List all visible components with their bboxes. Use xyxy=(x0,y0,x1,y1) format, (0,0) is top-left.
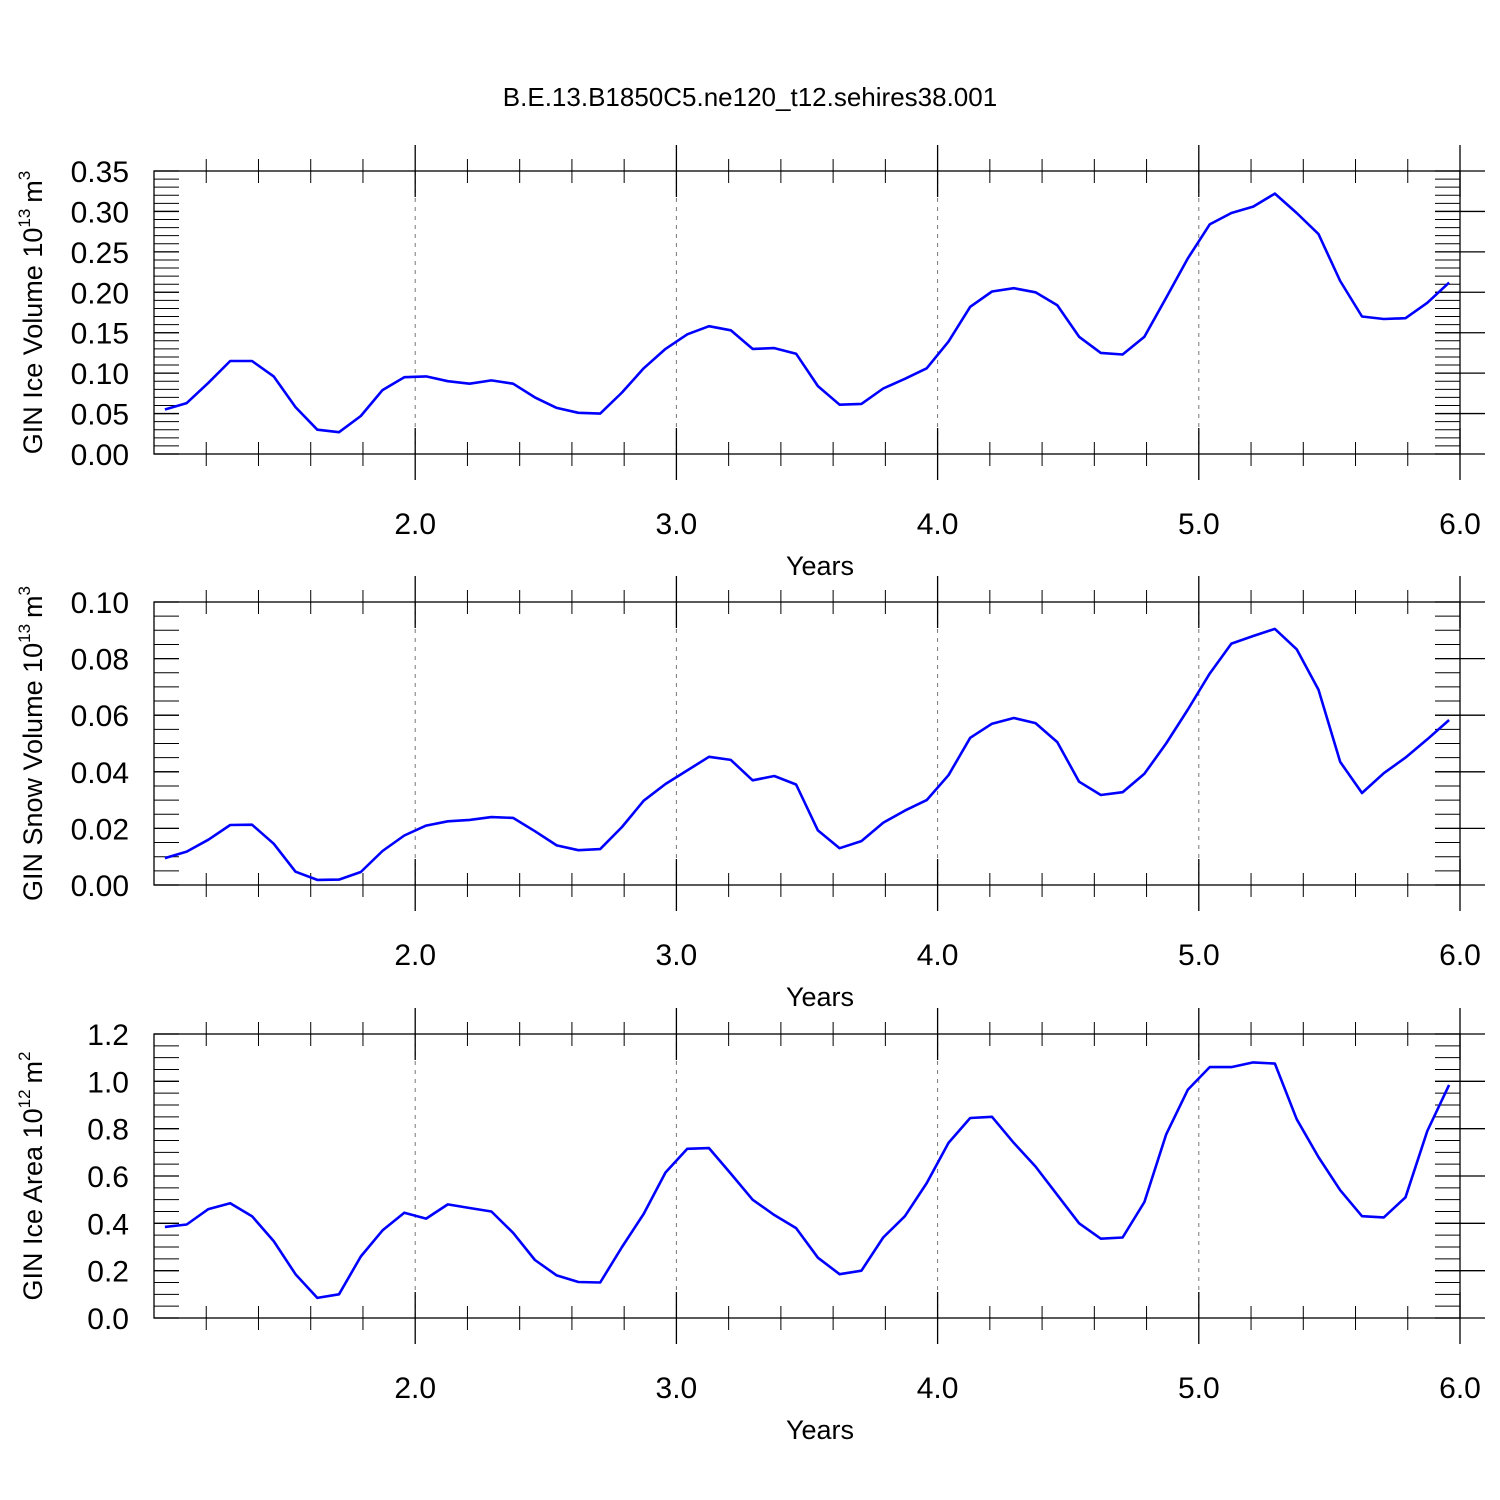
y-axis-title: GIN Ice Area 1012 m2 xyxy=(15,1051,48,1300)
x-tick-label: 4.0 xyxy=(917,939,959,972)
y-tick-label: 0.04 xyxy=(71,757,129,790)
y-axis-unit-exponent: 13 xyxy=(15,624,34,643)
x-tick-label: 4.0 xyxy=(917,508,959,541)
y-axis-unit-tail: m xyxy=(18,1061,48,1084)
x-tick-label: 5.0 xyxy=(1178,1372,1220,1405)
y-tick-label: 0.15 xyxy=(71,318,129,351)
y-tick-label: 0.20 xyxy=(71,277,129,310)
y-axis-unit-exponent: 13 xyxy=(15,209,34,228)
x-tick-label: 4.0 xyxy=(917,1372,959,1405)
y-tick-label: 0.06 xyxy=(71,700,129,733)
y-tick-label: 0.0 xyxy=(87,1303,129,1336)
series-line-snow-volume xyxy=(164,627,1450,882)
series-line-ice-volume xyxy=(164,192,1450,434)
panel-ice-area: 2.0 3.0 4.0 5.0 6.0 0.0 0.2 0.4 0.6 0.8 1.0 1.2 Year… xyxy=(15,1008,1485,1445)
y-tick-label: 0.02 xyxy=(71,813,129,846)
y-tick-label: 0.6 xyxy=(87,1161,129,1194)
y-tick-label: 0.8 xyxy=(87,1114,129,1147)
y-tick-label: 0.10 xyxy=(71,587,129,620)
x-tick-label: 3.0 xyxy=(656,508,698,541)
y-tick-label: 0.4 xyxy=(87,1208,129,1241)
x-tick-label: 5.0 xyxy=(1178,508,1220,541)
y-axis-unit-tail-exponent: 3 xyxy=(15,586,34,595)
y-axis-unit-tail-exponent: 3 xyxy=(15,171,34,180)
y-tick-label: 0.35 xyxy=(71,156,129,189)
y-axis-unit-exponent: 12 xyxy=(15,1089,34,1108)
x-tick-label: 6.0 xyxy=(1439,1372,1481,1405)
y-axis-title: GIN Ice Volume 1013 m3 xyxy=(15,171,48,455)
plot-frame xyxy=(153,170,1461,455)
y-tick-label: 0.05 xyxy=(71,399,129,432)
y-axis-unit-base: 10 xyxy=(18,643,48,673)
x-axis-title: Years xyxy=(786,551,854,581)
plot-frame xyxy=(153,601,1461,886)
y-tick-label: 1.2 xyxy=(87,1019,129,1052)
y-axis-label: GIN Snow Volume xyxy=(18,673,48,901)
series-line-ice-area xyxy=(164,1061,1451,1300)
x-axis-title: Years xyxy=(786,982,854,1012)
y-axis-unit-tail-exponent: 2 xyxy=(15,1051,34,1060)
panel-ice-volume: 2.0 3.0 4.0 5.0 6.0 0.00 0.05 0.10 0.15 0.20 0.25 0… xyxy=(15,145,1485,581)
x-axis-title: Years xyxy=(786,1415,854,1445)
y-tick-label: 0.2 xyxy=(87,1256,129,1289)
y-tick-label: 0.25 xyxy=(71,237,129,270)
x-tick-label: 6.0 xyxy=(1439,508,1481,541)
y-tick-label: 0.00 xyxy=(71,870,129,903)
panel-snow-volume: 2.0 3.0 4.0 5.0 6.0 0.00 0.02 0.04 0.06 0.08 0.10 Y… xyxy=(15,576,1485,1012)
x-tick-label: 6.0 xyxy=(1439,939,1481,972)
x-tick-label: 5.0 xyxy=(1178,939,1220,972)
y-axis-title: GIN Snow Volume 1013 m3 xyxy=(15,586,48,901)
y-tick-label: 1.0 xyxy=(87,1066,129,1099)
y-axis-unit-base: 10 xyxy=(18,1108,48,1138)
y-axis-label: GIN Ice Volume xyxy=(18,258,48,455)
x-tick-label: 2.0 xyxy=(394,508,436,541)
y-axis-unit-tail: m xyxy=(18,180,48,203)
x-tick-label: 3.0 xyxy=(656,939,698,972)
y-axis-unit-tail: m xyxy=(18,595,48,618)
y-tick-label: 0.08 xyxy=(71,644,129,677)
figure-title: B.E.13.B1850C5.ne120_t12.sehires38.001 xyxy=(503,82,997,112)
x-tick-label: 3.0 xyxy=(656,1372,698,1405)
y-axis-unit-base: 10 xyxy=(18,228,48,258)
y-axis-label: GIN Ice Area xyxy=(18,1138,48,1300)
y-tick-label: 0.10 xyxy=(71,358,129,391)
plot-frame xyxy=(153,1033,1461,1319)
x-tick-label: 2.0 xyxy=(394,1372,436,1405)
x-tick-label: 2.0 xyxy=(394,939,436,972)
panels: 2.0 3.0 4.0 5.0 6.0 0.00 0.05 0.10 0.15 0.20 0.25 0… xyxy=(15,145,1485,1445)
y-tick-label: 0.00 xyxy=(71,439,129,472)
y-tick-label: 0.30 xyxy=(71,196,129,229)
